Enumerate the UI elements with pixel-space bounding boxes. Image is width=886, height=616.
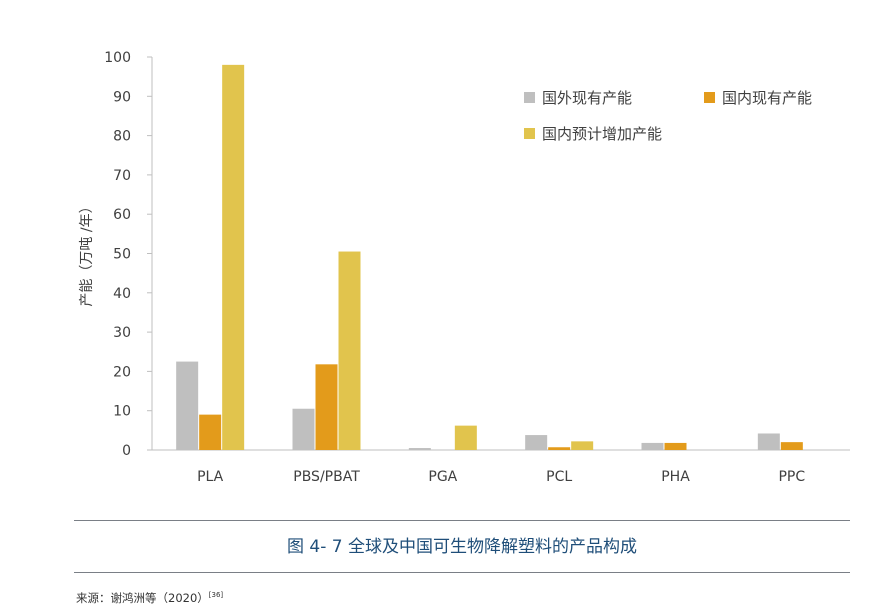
y-tick-label: 20 (113, 364, 131, 380)
bar (315, 364, 338, 450)
source-reference: [36] (208, 591, 224, 600)
source-note: 来源：谢鸿洲等（2020）[36] (76, 590, 223, 606)
bar (292, 408, 315, 450)
bar-chart: 0 10 20 30 40 50 60 70 80 90 100 PLA PBS/PBAT PGA PCL… (79, 50, 850, 485)
y-axis: 0 10 20 30 40 50 60 70 80 90 100 (104, 50, 153, 459)
x-tick-label: PGA (428, 469, 457, 485)
y-tick-label: 70 (113, 168, 131, 184)
figure-caption: 图 4- 7 全球及中国可生物降解塑料的产品构成 (287, 537, 637, 557)
legend-label: 国外现有产能 (542, 89, 632, 107)
x-axis: PLA PBS/PBAT PGA PCL PHA PPC (152, 449, 850, 485)
y-tick-label: 50 (113, 247, 131, 263)
bar (780, 442, 803, 450)
x-tick-label: PCL (546, 469, 572, 485)
bar (222, 64, 245, 451)
bar (176, 361, 199, 450)
bar (525, 435, 548, 450)
y-tick-label: 0 (122, 443, 131, 459)
y-tick-label: 100 (104, 50, 131, 66)
x-tick-label: PPC (778, 469, 805, 485)
bar (548, 447, 571, 450)
y-tick-label: 10 (113, 404, 131, 420)
bar (664, 442, 687, 450)
caption-top-rule (74, 520, 850, 521)
bar (199, 414, 222, 450)
bars (176, 64, 803, 451)
x-tick-label: PLA (197, 469, 224, 485)
legend-swatch (524, 92, 535, 103)
y-tick-label: 80 (113, 129, 131, 145)
y-tick-label: 30 (113, 325, 131, 341)
x-tick-label: PBS/PBAT (293, 469, 360, 485)
y-tick-label: 90 (113, 89, 131, 105)
bar (454, 425, 477, 450)
bar (338, 251, 361, 450)
legend-swatch (524, 128, 535, 139)
y-tick-label: 60 (113, 207, 131, 223)
source-text: 来源：谢鸿洲等（2020） (76, 591, 209, 605)
caption-bottom-rule (74, 572, 850, 573)
bar (571, 441, 594, 450)
y-axis-label: 产能（万吨 /年） (79, 199, 95, 306)
legend-label: 国内现有产能 (722, 89, 812, 107)
bar (641, 442, 664, 450)
x-tick-label: PHA (661, 469, 690, 485)
bar (757, 433, 780, 450)
bar (408, 448, 431, 450)
legend-label: 国内预计增加产能 (542, 125, 662, 143)
legend-swatch (704, 92, 715, 103)
y-tick-label: 40 (113, 286, 131, 302)
